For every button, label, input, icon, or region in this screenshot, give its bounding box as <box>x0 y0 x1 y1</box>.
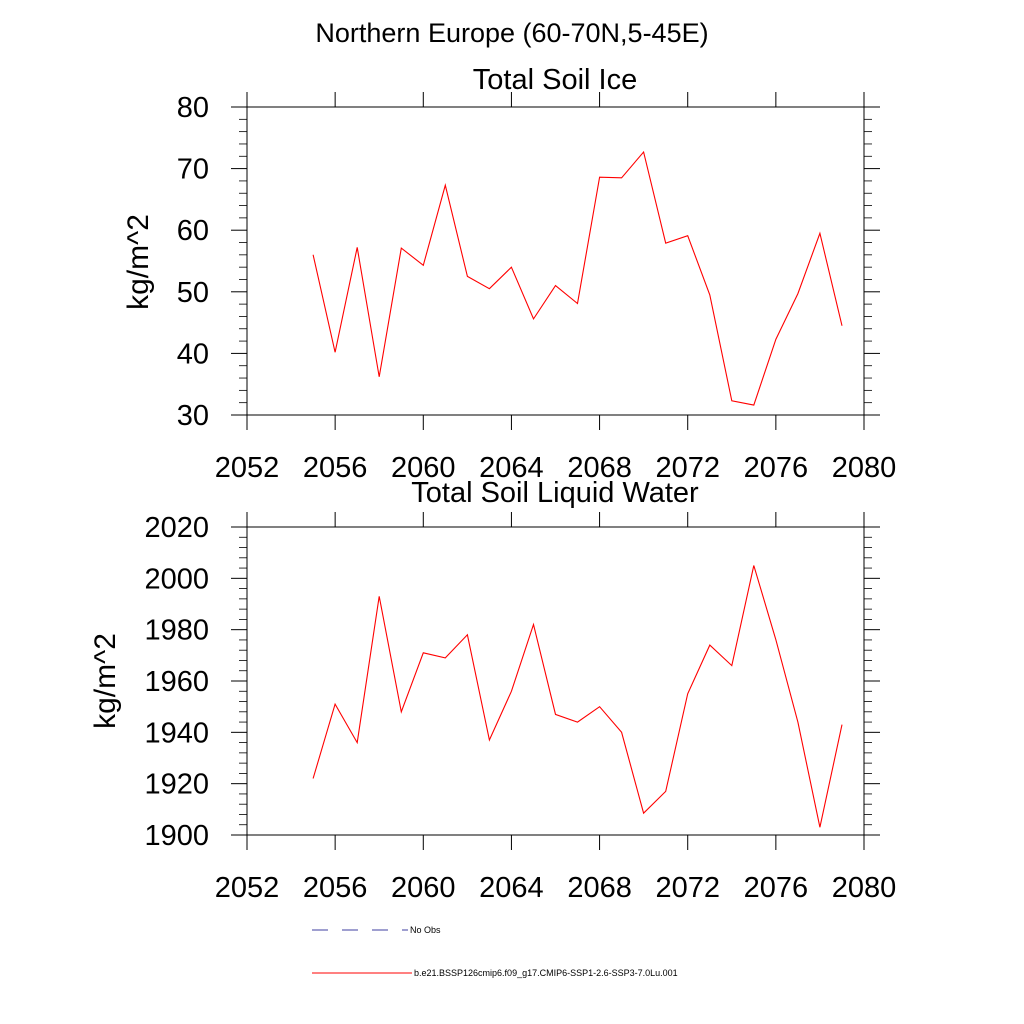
x-tick-label: 2076 <box>744 872 809 904</box>
x-tick-label: 2052 <box>215 872 280 904</box>
y-tick-label: 40 <box>177 338 209 370</box>
y-axis-label: kg/m^2 <box>89 633 122 729</box>
panel-title: Total Soil Liquid Water <box>411 477 699 509</box>
y-tick-label: 70 <box>177 154 209 186</box>
x-tick-label: 2072 <box>655 452 720 484</box>
x-tick-label: 2064 <box>479 872 544 904</box>
legend: No Obs b.e21.BSSP126cmip6.f09_g17.CMIP6-… <box>312 925 678 978</box>
x-tick-label: 2052 <box>215 452 280 484</box>
x-tick-label: 2076 <box>744 452 809 484</box>
panel-total-soil-liquid-water: Total Soil Liquid Water kg/m^2 1900 1920 1… <box>89 477 896 904</box>
figure-suptitle: Northern Europe (60-70N,5-45E) <box>315 18 708 48</box>
y-tick-label: 30 <box>177 400 209 432</box>
y-tick-label: 1980 <box>144 615 209 647</box>
y-tick-label: 2000 <box>144 563 209 595</box>
series-line <box>312 565 843 828</box>
legend-label: No Obs <box>410 925 441 935</box>
y-tick-label: 1920 <box>144 769 209 801</box>
y-tick-label: 2020 <box>144 512 209 544</box>
y-tick-label: 50 <box>177 277 209 309</box>
panel-total-soil-ice: Total Soil Ice kg/m^2 30 40 50 60 70 80 2052 20… <box>122 64 896 484</box>
x-tick-label: 2072 <box>655 872 720 904</box>
x-tick-label: 2060 <box>391 452 456 484</box>
y-tick-label: 1940 <box>144 717 209 749</box>
legend-entry-model: b.e21.BSSP126cmip6.f09_g17.CMIP6-SSP1-2.… <box>312 968 678 978</box>
legend-entry-no-obs: No Obs <box>312 925 441 935</box>
y-tick-label: 1900 <box>144 820 209 852</box>
series-line <box>312 150 843 406</box>
y-axis-label: kg/m^2 <box>122 214 155 310</box>
x-tick-label: 2080 <box>832 452 897 484</box>
y-tick-label: 60 <box>177 215 209 247</box>
y-tick-label: 80 <box>177 92 209 124</box>
panel-title: Total Soil Ice <box>473 64 637 96</box>
x-tick-label: 2056 <box>303 452 368 484</box>
x-tick-label: 2056 <box>303 872 368 904</box>
x-tick-label: 2068 <box>567 452 632 484</box>
x-tick-label: 2064 <box>479 452 544 484</box>
x-tick-label: 2068 <box>567 872 632 904</box>
x-tick-label: 2060 <box>391 872 456 904</box>
plot-frame <box>246 106 865 416</box>
x-tick-label: 2080 <box>832 872 897 904</box>
plot-frame <box>246 526 865 836</box>
y-tick-label: 1960 <box>144 666 209 698</box>
legend-label: b.e21.BSSP126cmip6.f09_g17.CMIP6-SSP1-2.… <box>414 968 678 978</box>
